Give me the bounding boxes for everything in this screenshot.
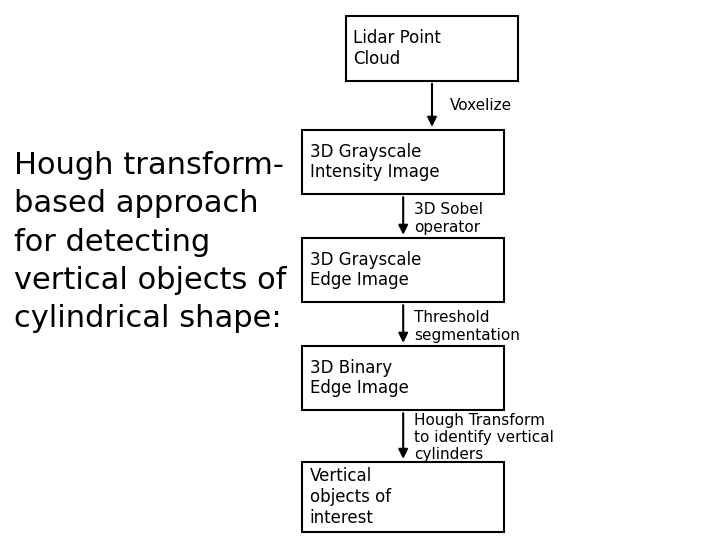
FancyBboxPatch shape bbox=[302, 346, 504, 410]
Text: 3D Sobel
operator: 3D Sobel operator bbox=[414, 202, 483, 235]
Text: Vertical
objects of
interest: Vertical objects of interest bbox=[310, 467, 391, 526]
Text: Hough transform-
based approach
for detecting
vertical objects of
cylindrical sh: Hough transform- based approach for dete… bbox=[14, 151, 287, 333]
Text: 3D Binary
Edge Image: 3D Binary Edge Image bbox=[310, 359, 408, 397]
Text: 3D Grayscale
Intensity Image: 3D Grayscale Intensity Image bbox=[310, 143, 439, 181]
FancyBboxPatch shape bbox=[302, 130, 504, 194]
Text: Lidar Point
Cloud: Lidar Point Cloud bbox=[353, 29, 441, 68]
Text: 3D Grayscale
Edge Image: 3D Grayscale Edge Image bbox=[310, 251, 421, 289]
Text: Voxelize: Voxelize bbox=[450, 98, 512, 113]
Text: Threshold
segmentation: Threshold segmentation bbox=[414, 310, 520, 343]
FancyBboxPatch shape bbox=[302, 462, 504, 532]
FancyBboxPatch shape bbox=[346, 16, 518, 81]
Text: Hough Transform
to identify vertical
cylinders: Hough Transform to identify vertical cyl… bbox=[414, 413, 554, 462]
FancyBboxPatch shape bbox=[302, 238, 504, 302]
